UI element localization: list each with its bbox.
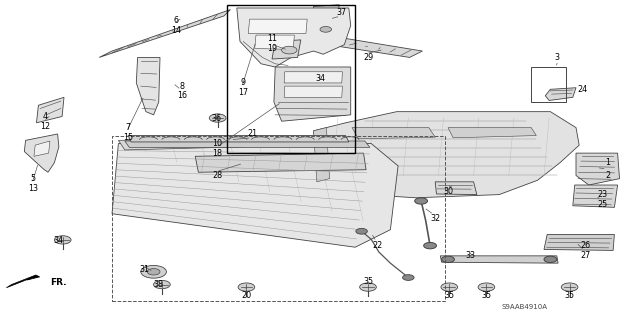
Text: 18: 18	[212, 149, 223, 158]
Polygon shape	[136, 57, 160, 115]
Polygon shape	[237, 8, 351, 67]
Circle shape	[147, 269, 160, 275]
Text: 29: 29	[363, 53, 373, 62]
Text: 1: 1	[605, 158, 611, 167]
Polygon shape	[255, 35, 294, 49]
Text: 6: 6	[173, 16, 179, 25]
Text: 19: 19	[267, 44, 277, 53]
Polygon shape	[545, 88, 576, 100]
Circle shape	[403, 275, 414, 280]
Text: 13: 13	[28, 184, 38, 193]
Circle shape	[320, 26, 332, 32]
Circle shape	[561, 283, 578, 291]
Polygon shape	[448, 128, 536, 138]
Circle shape	[141, 265, 166, 278]
Text: 28: 28	[212, 171, 223, 180]
Polygon shape	[195, 153, 366, 172]
Text: 11: 11	[267, 34, 277, 43]
Circle shape	[238, 283, 255, 291]
Polygon shape	[440, 256, 558, 263]
Circle shape	[442, 256, 454, 263]
Polygon shape	[352, 128, 435, 139]
Text: 23: 23	[598, 190, 608, 199]
Text: 32: 32	[430, 214, 440, 223]
Text: 35: 35	[564, 291, 575, 300]
Text: 4: 4	[42, 112, 47, 121]
Text: 16: 16	[177, 91, 188, 100]
Polygon shape	[248, 19, 307, 33]
Text: 35: 35	[444, 291, 454, 300]
Polygon shape	[24, 134, 59, 172]
Polygon shape	[573, 185, 618, 207]
Text: 12: 12	[40, 122, 50, 130]
Text: 33: 33	[465, 251, 476, 260]
Text: 8: 8	[180, 82, 185, 91]
Text: 15: 15	[123, 133, 133, 142]
Text: 14: 14	[171, 26, 181, 35]
Circle shape	[356, 228, 367, 234]
Polygon shape	[34, 141, 50, 156]
Text: 30: 30	[443, 187, 453, 196]
Polygon shape	[118, 137, 246, 150]
Text: 37: 37	[337, 8, 347, 17]
Text: 35: 35	[481, 291, 492, 300]
Polygon shape	[36, 97, 64, 123]
Polygon shape	[128, 136, 349, 142]
Text: 21: 21	[248, 130, 258, 138]
Text: 26: 26	[580, 241, 591, 250]
Text: 38: 38	[154, 280, 164, 289]
Polygon shape	[314, 128, 330, 182]
Polygon shape	[99, 10, 230, 57]
Text: 36: 36	[211, 114, 221, 123]
Text: 17: 17	[238, 88, 248, 97]
Text: 24: 24	[577, 85, 588, 94]
Polygon shape	[307, 35, 422, 57]
Circle shape	[415, 198, 428, 204]
Polygon shape	[274, 67, 351, 121]
Polygon shape	[125, 141, 370, 147]
Polygon shape	[6, 275, 40, 288]
Text: 20: 20	[241, 291, 252, 300]
Text: 2: 2	[605, 171, 611, 180]
Text: 35: 35	[363, 277, 373, 286]
Polygon shape	[544, 234, 614, 250]
Circle shape	[544, 256, 557, 263]
Circle shape	[209, 114, 226, 122]
Text: S9AAB4910A: S9AAB4910A	[502, 304, 548, 310]
Polygon shape	[314, 112, 579, 198]
Text: 25: 25	[598, 200, 608, 209]
Polygon shape	[576, 153, 620, 185]
Text: 22: 22	[372, 241, 383, 250]
Text: 27: 27	[580, 251, 591, 260]
Text: 3: 3	[554, 53, 559, 62]
Polygon shape	[284, 86, 342, 97]
Text: 31: 31	[139, 265, 149, 274]
Text: 9: 9	[241, 78, 246, 87]
Polygon shape	[435, 182, 477, 195]
Circle shape	[54, 236, 71, 244]
Text: 34: 34	[315, 74, 325, 83]
Polygon shape	[112, 144, 398, 247]
Text: 5: 5	[31, 174, 36, 183]
Circle shape	[478, 283, 495, 291]
Text: FR.: FR.	[50, 278, 67, 287]
Polygon shape	[284, 72, 342, 83]
Circle shape	[282, 46, 297, 54]
Text: 34: 34	[54, 236, 64, 245]
Circle shape	[424, 242, 436, 249]
Text: 10: 10	[212, 139, 223, 148]
Circle shape	[154, 280, 170, 289]
Polygon shape	[272, 40, 301, 59]
Text: 7: 7	[125, 123, 131, 132]
Polygon shape	[312, 5, 339, 21]
Circle shape	[360, 283, 376, 291]
Circle shape	[441, 283, 458, 291]
